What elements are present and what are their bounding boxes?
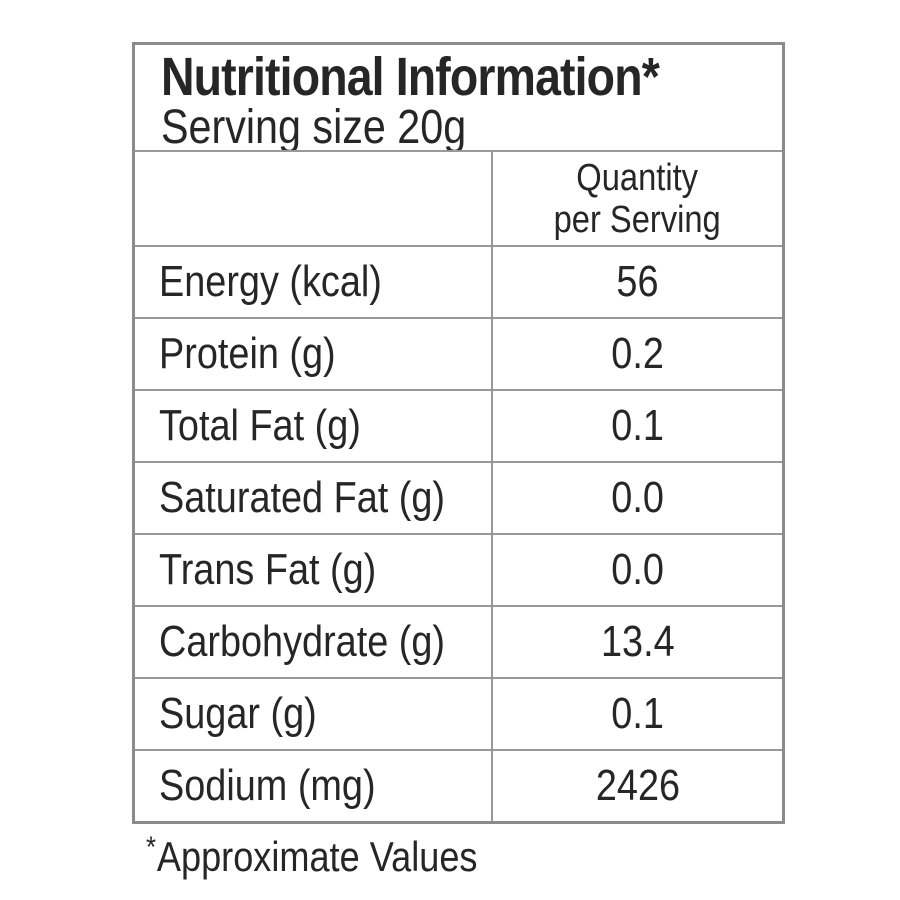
row-value: 0.2	[611, 329, 664, 378]
row-label: Sugar (g)	[159, 689, 317, 738]
row-label-cell: Energy (kcal)	[135, 247, 493, 317]
quantity-header-line2: per Serving	[553, 198, 722, 241]
row-value-cell: 13.4	[493, 607, 782, 677]
table-row-protein: Protein (g) 0.2	[135, 317, 782, 389]
row-value-cell: 0.1	[493, 391, 782, 461]
row-value-cell: 0.2	[493, 319, 782, 389]
row-value: 0.0	[611, 545, 664, 594]
table-row-saturated-fat: Saturated Fat (g) 0.0	[135, 461, 782, 533]
row-label-cell: Total Fat (g)	[135, 391, 493, 461]
column-header-row: Quantity per Serving	[135, 150, 782, 245]
row-label-cell: Trans Fat (g)	[135, 535, 493, 605]
table-header: Nutritional Information* Serving size 20…	[135, 45, 782, 150]
row-label-cell: Saturated Fat (g)	[135, 463, 493, 533]
nutrition-table: Nutritional Information* Serving size 20…	[132, 42, 785, 824]
table-row-energy: Energy (kcal) 56	[135, 245, 782, 317]
footnote-asterisk: *	[146, 831, 157, 864]
quantity-column-header: Quantity per Serving	[554, 157, 721, 241]
footnote: *Approximate Values	[146, 831, 531, 880]
row-label: Carbohydrate (g)	[159, 617, 446, 666]
row-label: Trans Fat (g)	[159, 545, 377, 594]
row-label-cell: Protein (g)	[135, 319, 493, 389]
row-value-cell: 0.0	[493, 535, 782, 605]
table-row-sodium: Sodium (mg) 2426	[135, 749, 782, 821]
row-label: Energy (kcal)	[159, 257, 382, 306]
serving-size: Serving size 20g	[161, 101, 467, 151]
row-value: 2426	[595, 761, 680, 810]
row-value: 13.4	[600, 617, 675, 666]
row-value: 56	[616, 257, 659, 306]
table-title: Nutritional Information*	[161, 47, 660, 107]
row-value-cell: 56	[493, 247, 782, 317]
footnote-text: Approximate Values	[156, 833, 478, 880]
row-label-cell: Sodium (mg)	[135, 751, 493, 821]
quantity-header-line1: Quantity	[576, 156, 699, 199]
table-row-sugar: Sugar (g) 0.1	[135, 677, 782, 749]
serving-size-row: Serving size 20g	[161, 101, 772, 151]
row-label: Total Fat (g)	[159, 401, 361, 450]
row-label: Sodium (mg)	[159, 761, 376, 810]
footnote-content: *Approximate Values	[146, 831, 477, 880]
row-value-cell: 0.1	[493, 679, 782, 749]
table-row-carbohydrate: Carbohydrate (g) 13.4	[135, 605, 782, 677]
row-value: 0.1	[611, 401, 664, 450]
table-title-row: Nutritional Information*	[161, 49, 772, 105]
row-label-cell: Carbohydrate (g)	[135, 607, 493, 677]
row-value-cell: 0.0	[493, 463, 782, 533]
table-row-total-fat: Total Fat (g) 0.1	[135, 389, 782, 461]
row-value-cell: 2426	[493, 751, 782, 821]
row-label-cell: Sugar (g)	[135, 679, 493, 749]
table-row-trans-fat: Trans Fat (g) 0.0	[135, 533, 782, 605]
quantity-header-cell: Quantity per Serving	[493, 152, 782, 245]
row-value: 0.0	[611, 473, 664, 522]
empty-header-cell	[135, 152, 493, 245]
row-label: Saturated Fat (g)	[159, 473, 446, 522]
row-value: 0.1	[611, 689, 664, 738]
row-label: Protein (g)	[159, 329, 336, 378]
